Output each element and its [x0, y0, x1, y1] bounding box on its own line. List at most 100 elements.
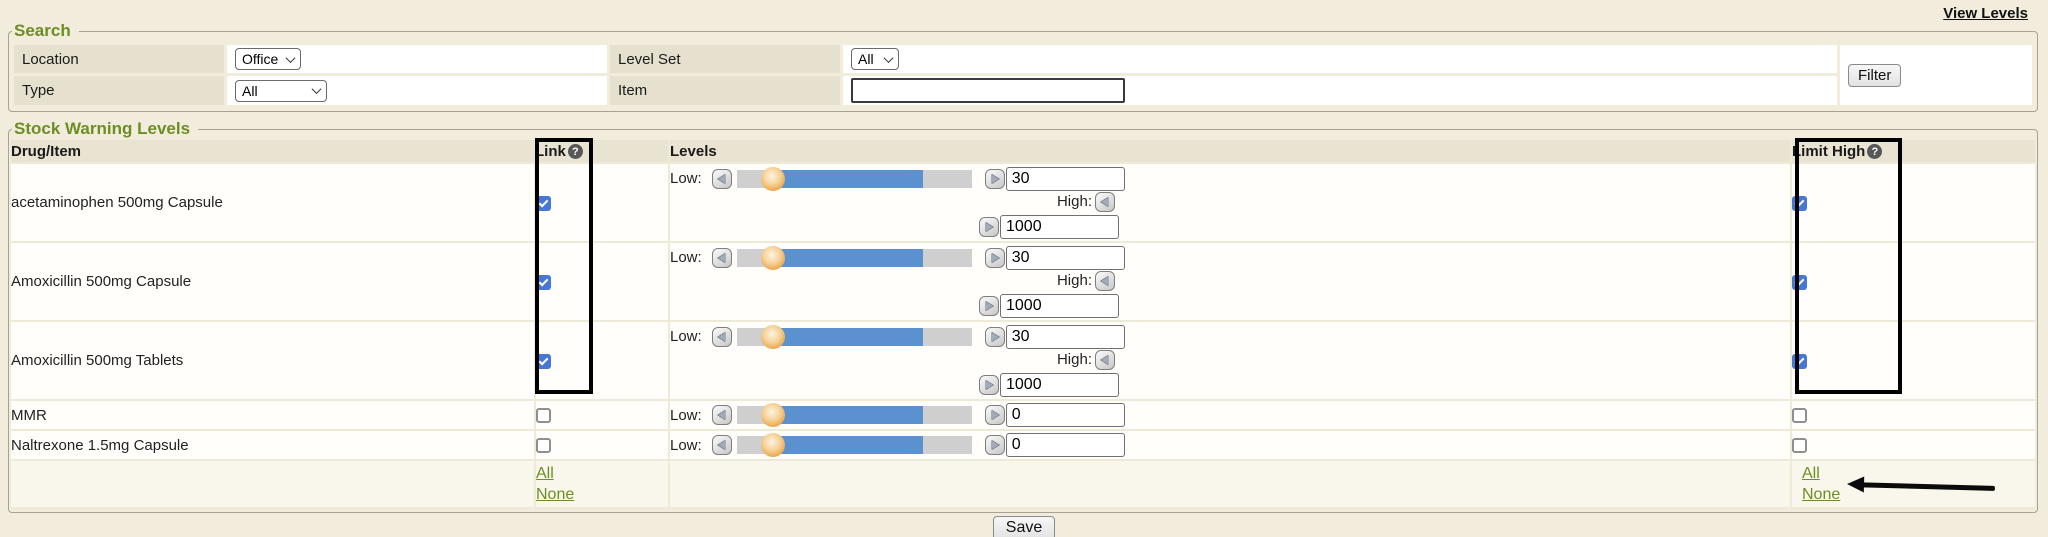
- low-decrement-button[interactable]: [711, 326, 732, 347]
- table-footer-row: All None All None: [11, 460, 2035, 509]
- high-label: High:: [1056, 351, 1092, 368]
- slider-handle[interactable]: [760, 324, 785, 349]
- slider-handle[interactable]: [760, 433, 785, 457]
- low-value-input[interactable]: [1005, 166, 1125, 191]
- high-decrement-button[interactable]: [1095, 270, 1115, 291]
- stock-levels-table: Drug/Item Link? Levels Limit High? aceta…: [11, 140, 2035, 509]
- drug-name: Amoxicillin 500mg Tablets: [11, 321, 535, 401]
- spinner-right-icon: [985, 300, 993, 311]
- location-select[interactable]: Office: [235, 48, 301, 70]
- link-checkbox[interactable]: [536, 408, 551, 424]
- limit-high-header: Limit High?: [1790, 140, 2035, 164]
- low-slider[interactable]: [736, 324, 972, 349]
- low-label: Low:: [670, 328, 702, 345]
- high-value-input[interactable]: [1000, 293, 1119, 318]
- link-checkbox[interactable]: [536, 274, 551, 290]
- table-row: Naltrexone 1.5mg Capsule Low:: [11, 430, 2035, 461]
- low-slider[interactable]: [736, 433, 972, 457]
- spinner-left-icon: [1101, 275, 1109, 286]
- filter-button[interactable]: Filter: [1848, 63, 1902, 87]
- low-value-input[interactable]: [1005, 324, 1125, 349]
- slider-handle[interactable]: [760, 166, 785, 191]
- view-levels-link[interactable]: View Levels: [1943, 5, 2028, 22]
- high-increment-button[interactable]: [979, 216, 999, 237]
- table-header-row: Drug/Item Link? Levels Limit High?: [11, 140, 2035, 164]
- low-slider[interactable]: [736, 166, 972, 191]
- stock-warning-section: Stock Warning Levels Drug/Item Link? Lev…: [8, 119, 2038, 513]
- check-icon: [538, 355, 549, 365]
- limit-high-checkbox[interactable]: [1792, 438, 1807, 454]
- low-slider[interactable]: [736, 403, 972, 427]
- high-decrement-button[interactable]: [1095, 191, 1115, 212]
- high-value-input[interactable]: [1000, 372, 1119, 397]
- table-row: MMR Low:: [11, 400, 2035, 431]
- low-decrement-button[interactable]: [711, 247, 732, 268]
- link-checkbox[interactable]: [536, 353, 551, 369]
- low-decrement-button[interactable]: [711, 435, 732, 455]
- link-checkbox[interactable]: [536, 195, 551, 211]
- type-select[interactable]: All: [235, 79, 327, 102]
- low-value-input[interactable]: [1005, 433, 1125, 457]
- low-decrement-button[interactable]: [711, 168, 732, 189]
- limit-select-all[interactable]: All: [1802, 465, 1820, 482]
- stock-warning-title: Stock Warning Levels: [14, 119, 191, 138]
- chevron-down-icon: [311, 84, 322, 95]
- high-increment-button[interactable]: [979, 295, 999, 316]
- low-value-input[interactable]: [1005, 245, 1125, 270]
- item-search-input[interactable]: [851, 78, 1125, 103]
- drug-name: Amoxicillin 500mg Capsule: [11, 242, 535, 322]
- high-value-input[interactable]: [1000, 214, 1119, 239]
- search-form-table: Location Office Level Set All Filter: [11, 42, 2035, 108]
- limit-select-none[interactable]: None: [1802, 486, 1841, 503]
- high-label: High:: [1056, 193, 1092, 210]
- link-select-none[interactable]: None: [536, 486, 575, 503]
- limit-high-checkbox[interactable]: [1792, 195, 1807, 211]
- low-increment-button[interactable]: [984, 247, 1005, 268]
- spinner-left-icon: [717, 331, 726, 342]
- spinner-left-icon: [1101, 354, 1109, 365]
- low-label: Low:: [670, 249, 702, 266]
- spinner-right-icon: [990, 410, 999, 420]
- save-row: Save: [0, 513, 2048, 537]
- spinner-left-icon: [717, 440, 726, 450]
- high-decrement-button[interactable]: [1095, 349, 1115, 370]
- low-increment-button[interactable]: [984, 405, 1005, 425]
- slider-fill: [779, 248, 923, 267]
- location-select-value: Office: [242, 51, 279, 67]
- table-row: Amoxicillin 500mg Tablets Low:: [11, 321, 2035, 401]
- slider-handle[interactable]: [760, 245, 785, 270]
- location-label: Location: [14, 45, 224, 73]
- limit-high-checkbox[interactable]: [1792, 353, 1807, 369]
- levels-header: Levels: [668, 140, 1791, 164]
- low-increment-button[interactable]: [984, 326, 1005, 347]
- spinner-right-icon: [990, 173, 999, 184]
- high-increment-button[interactable]: [979, 374, 999, 395]
- low-increment-button[interactable]: [984, 435, 1005, 455]
- slider-fill: [779, 169, 923, 188]
- limit-high-checkbox[interactable]: [1792, 408, 1807, 424]
- spinner-left-icon: [717, 173, 726, 184]
- slider-fill: [779, 406, 923, 424]
- slider-fill: [779, 436, 923, 454]
- level-set-select[interactable]: All: [851, 48, 899, 70]
- chevron-down-icon: [285, 52, 296, 63]
- limit-high-checkbox[interactable]: [1792, 274, 1807, 290]
- item-label: Item: [610, 76, 840, 105]
- help-icon[interactable]: ?: [1867, 144, 1883, 159]
- link-checkbox[interactable]: [536, 438, 551, 454]
- drug-name: MMR: [11, 400, 535, 431]
- low-slider[interactable]: [736, 245, 972, 270]
- link-select-all[interactable]: All: [536, 465, 554, 482]
- save-button[interactable]: Save: [992, 516, 1056, 537]
- spinner-right-icon: [990, 440, 999, 450]
- high-label: High:: [1056, 272, 1092, 289]
- spinner-right-icon: [990, 331, 999, 342]
- level-set-label: Level Set: [610, 45, 840, 73]
- help-icon[interactable]: ?: [567, 144, 583, 159]
- slider-handle[interactable]: [760, 403, 785, 427]
- low-value-input[interactable]: [1005, 403, 1125, 427]
- drug-item-header: Drug/Item: [11, 140, 535, 164]
- low-increment-button[interactable]: [984, 168, 1005, 189]
- low-decrement-button[interactable]: [711, 405, 732, 425]
